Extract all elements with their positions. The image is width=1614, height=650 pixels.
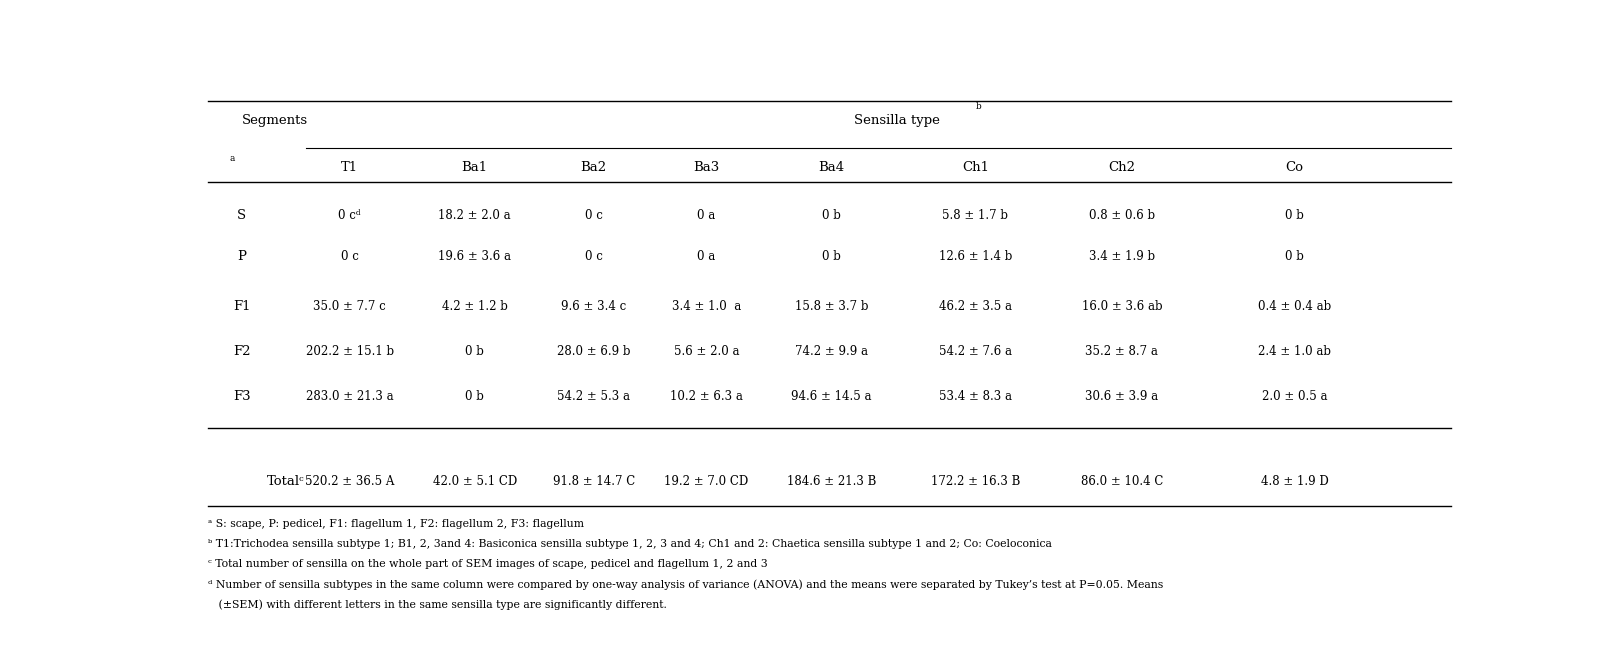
Text: T1: T1 <box>341 161 358 174</box>
Text: ᵈ Number of sensilla subtypes in the same column were compared by one-way analys: ᵈ Number of sensilla subtypes in the sam… <box>208 580 1162 590</box>
Text: 19.6 ± 3.6 a: 19.6 ± 3.6 a <box>437 250 512 263</box>
Text: Ch2: Ch2 <box>1107 161 1135 174</box>
Text: Ba2: Ba2 <box>579 161 607 174</box>
Text: 0 b: 0 b <box>822 209 841 222</box>
Text: 0.8 ± 0.6 b: 0.8 ± 0.6 b <box>1088 209 1154 222</box>
Text: 35.0 ± 7.7 c: 35.0 ± 7.7 c <box>313 300 386 313</box>
Text: F2: F2 <box>232 345 250 358</box>
Text: 10.2 ± 6.3 a: 10.2 ± 6.3 a <box>670 390 742 403</box>
Text: 28.0 ± 6.9 b: 28.0 ± 6.9 b <box>557 345 629 358</box>
Text: 54.2 ± 7.6 a: 54.2 ± 7.6 a <box>938 345 1012 358</box>
Text: 9.6 ± 3.4 c: 9.6 ± 3.4 c <box>560 300 626 313</box>
Text: Segments: Segments <box>242 114 308 127</box>
Text: 184.6 ± 21.3 B: 184.6 ± 21.3 B <box>786 475 875 488</box>
Text: 74.2 ± 9.9 a: 74.2 ± 9.9 a <box>794 345 867 358</box>
Text: ᵃ S: scape, P: pedicel, F1: flagellum 1, F2: flagellum 2, F3: flagellum: ᵃ S: scape, P: pedicel, F1: flagellum 1,… <box>208 519 584 530</box>
Text: 172.2 ± 16.3 B: 172.2 ± 16.3 B <box>930 475 1020 488</box>
Text: 54.2 ± 5.3 a: 54.2 ± 5.3 a <box>557 390 629 403</box>
Text: 5.6 ± 2.0 a: 5.6 ± 2.0 a <box>673 345 739 358</box>
Text: Ba1: Ba1 <box>462 161 487 174</box>
Text: 0 a: 0 a <box>697 209 715 222</box>
Text: 0.4 ± 0.4 ab: 0.4 ± 0.4 ab <box>1257 300 1330 313</box>
Text: F3: F3 <box>232 390 250 403</box>
Text: 0 b: 0 b <box>1285 209 1302 222</box>
Text: 0 cᵈ: 0 cᵈ <box>337 209 360 222</box>
Text: S: S <box>237 209 247 222</box>
Text: 18.2 ± 2.0 a: 18.2 ± 2.0 a <box>437 209 510 222</box>
Text: 0 b: 0 b <box>1285 250 1302 263</box>
Text: Ch1: Ch1 <box>962 161 988 174</box>
Text: (±SEM) with different letters in the same sensilla type are significantly differ: (±SEM) with different letters in the sam… <box>208 599 667 610</box>
Text: 0 a: 0 a <box>697 250 715 263</box>
Text: 0 b: 0 b <box>465 345 484 358</box>
Text: 30.6 ± 3.9 a: 30.6 ± 3.9 a <box>1085 390 1157 403</box>
Text: 0 c: 0 c <box>341 250 358 263</box>
Text: 2.0 ± 0.5 a: 2.0 ± 0.5 a <box>1261 390 1327 403</box>
Text: 4.2 ± 1.2 b: 4.2 ± 1.2 b <box>442 300 507 313</box>
Text: 86.0 ± 10.4 C: 86.0 ± 10.4 C <box>1080 475 1162 488</box>
Text: b: b <box>975 102 981 111</box>
Text: 53.4 ± 8.3 a: 53.4 ± 8.3 a <box>938 390 1012 403</box>
Text: P: P <box>237 250 247 263</box>
Text: 15.8 ± 3.7 b: 15.8 ± 3.7 b <box>794 300 868 313</box>
Text: 0 b: 0 b <box>465 390 484 403</box>
Text: Ba4: Ba4 <box>818 161 844 174</box>
Text: Ba3: Ba3 <box>692 161 718 174</box>
Text: 0 b: 0 b <box>822 250 841 263</box>
Text: 3.4 ± 1.0  a: 3.4 ± 1.0 a <box>671 300 741 313</box>
Text: 0 c: 0 c <box>584 209 602 222</box>
Text: 94.6 ± 14.5 a: 94.6 ± 14.5 a <box>791 390 872 403</box>
Text: 0 c: 0 c <box>584 250 602 263</box>
Text: 35.2 ± 8.7 a: 35.2 ± 8.7 a <box>1085 345 1157 358</box>
Text: 46.2 ± 3.5 a: 46.2 ± 3.5 a <box>938 300 1012 313</box>
Text: ᵇ T1:Trichodea sensilla subtype 1; B1, 2, 3and 4: Basiconica sensilla subtype 1,: ᵇ T1:Trichodea sensilla subtype 1; B1, 2… <box>208 540 1051 549</box>
Text: ᶜ Total number of sensilla on the whole part of SEM images of scape, pedicel and: ᶜ Total number of sensilla on the whole … <box>208 560 767 569</box>
Text: Co: Co <box>1285 161 1302 174</box>
Text: 42.0 ± 5.1 CD: 42.0 ± 5.1 CD <box>433 475 516 488</box>
Text: 2.4 ± 1.0 ab: 2.4 ± 1.0 ab <box>1257 345 1330 358</box>
Text: 5.8 ± 1.7 b: 5.8 ± 1.7 b <box>943 209 1007 222</box>
Text: 4.8 ± 1.9 D: 4.8 ± 1.9 D <box>1261 475 1328 488</box>
Text: 91.8 ± 14.7 C: 91.8 ± 14.7 C <box>552 475 634 488</box>
Text: 19.2 ± 7.0 CD: 19.2 ± 7.0 CD <box>663 475 747 488</box>
Text: F1: F1 <box>232 300 250 313</box>
Text: 520.2 ± 36.5 A: 520.2 ± 36.5 A <box>305 475 394 488</box>
Text: a: a <box>229 153 234 162</box>
Text: Sensilla type: Sensilla type <box>854 114 939 127</box>
Text: 202.2 ± 15.1 b: 202.2 ± 15.1 b <box>305 345 394 358</box>
Text: Totalᶜ: Totalᶜ <box>266 475 305 488</box>
Text: 3.4 ± 1.9 b: 3.4 ± 1.9 b <box>1088 250 1154 263</box>
Text: 12.6 ± 1.4 b: 12.6 ± 1.4 b <box>938 250 1012 263</box>
Text: 16.0 ± 3.6 ab: 16.0 ± 3.6 ab <box>1081 300 1162 313</box>
Text: 283.0 ± 21.3 a: 283.0 ± 21.3 a <box>305 390 394 403</box>
